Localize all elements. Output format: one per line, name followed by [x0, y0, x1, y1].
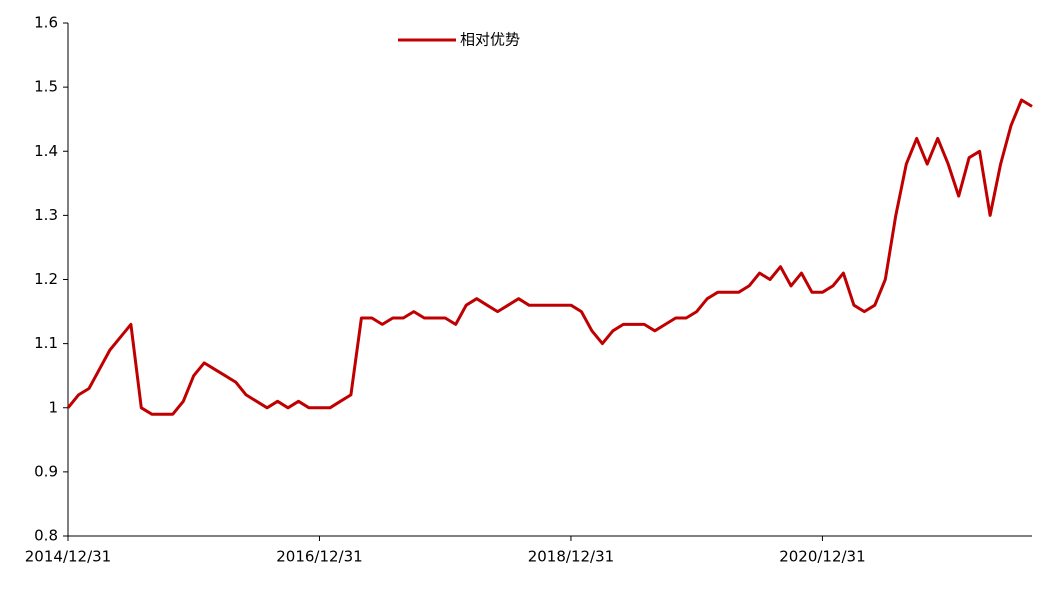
x-tick-label: 2020/12/31 — [779, 548, 865, 566]
y-tick-label: 1.5 — [34, 78, 58, 96]
legend-label: 相对优势 — [460, 31, 520, 49]
y-tick-label: 1.2 — [34, 270, 58, 288]
y-tick-label: 1.1 — [34, 334, 58, 352]
y-tick-label: 0.9 — [34, 462, 58, 480]
y-tick-label: 1 — [48, 398, 58, 416]
y-tick-label: 1.4 — [34, 142, 58, 160]
x-tick-label: 2018/12/31 — [528, 548, 614, 566]
x-tick-label: 2014/12/31 — [25, 548, 111, 566]
data-line — [66, 98, 1033, 416]
x-tick-label: 2016/12/31 — [276, 548, 362, 566]
y-tick-label: 1.6 — [34, 14, 58, 32]
y-tick-label: 0.8 — [34, 527, 58, 545]
y-tick-label: 1.3 — [34, 206, 58, 224]
